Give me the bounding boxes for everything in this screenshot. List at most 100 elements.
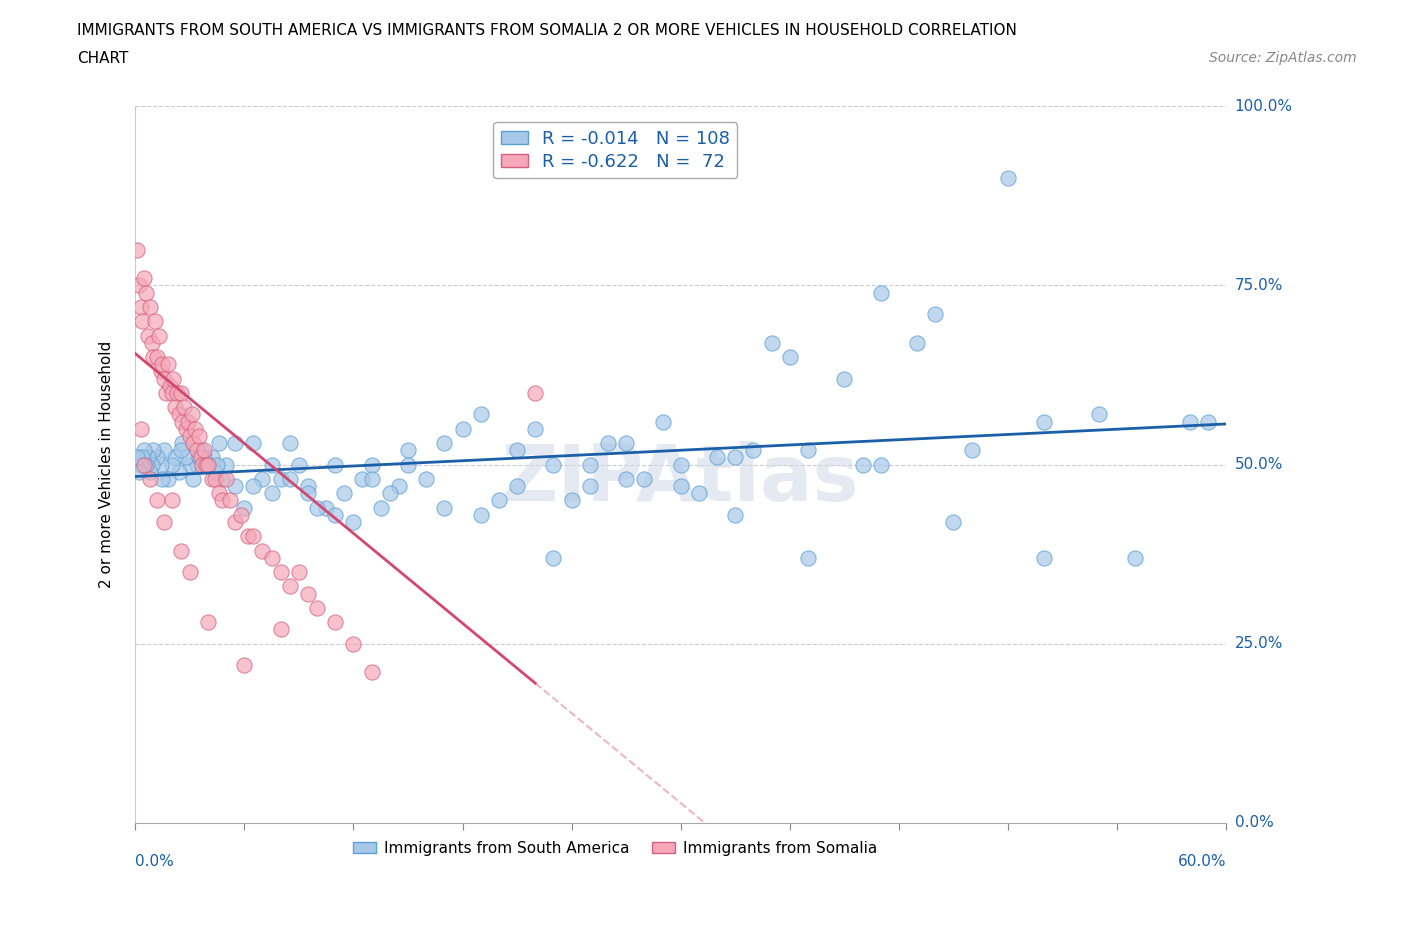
Point [156, 357, 179, 372]
Point [215, 472, 238, 486]
Point [724, 450, 747, 465]
Point [236, 529, 259, 544]
Point [187, 429, 209, 444]
Point [187, 450, 209, 465]
Point [135, 286, 157, 300]
Point [146, 450, 169, 465]
Point [134, 458, 156, 472]
Point [270, 472, 292, 486]
Point [323, 458, 346, 472]
Point [190, 443, 212, 458]
Point [211, 472, 233, 486]
Point [960, 443, 983, 458]
Point [779, 350, 801, 365]
Legend: Immigrants from South America, Immigrants from Somalia: Immigrants from South America, Immigrant… [347, 834, 883, 862]
Point [724, 507, 747, 522]
Point [669, 458, 692, 472]
Point [252, 543, 274, 558]
Point [761, 336, 783, 351]
Point [342, 636, 364, 651]
Point [315, 500, 337, 515]
Point [153, 443, 176, 458]
Point [270, 565, 292, 579]
Text: 60.0%: 60.0% [1178, 854, 1226, 869]
Point [388, 479, 411, 494]
Point [229, 507, 252, 522]
Point [184, 421, 207, 436]
Point [470, 407, 492, 422]
Point [252, 472, 274, 486]
Point [136, 328, 159, 343]
Point [278, 579, 301, 594]
Point [797, 551, 820, 565]
Text: CHART: CHART [77, 51, 129, 66]
Point [173, 400, 195, 415]
Point [205, 458, 228, 472]
Point [129, 421, 152, 436]
Point [233, 500, 256, 515]
Point [152, 357, 174, 372]
Point [166, 385, 188, 400]
Y-axis label: 2 or more Vehicles in Household: 2 or more Vehicles in Household [100, 341, 114, 588]
Point [305, 601, 328, 616]
Point [167, 464, 190, 479]
Point [200, 472, 222, 486]
Point [578, 458, 600, 472]
Point [905, 336, 928, 351]
Point [323, 615, 346, 630]
Point [297, 586, 319, 601]
Point [942, 514, 965, 529]
Point [851, 458, 873, 472]
Text: 100.0%: 100.0% [1234, 99, 1292, 113]
Point [169, 443, 191, 458]
Point [614, 472, 637, 486]
Point [141, 336, 163, 351]
Point [1033, 414, 1056, 429]
Point [288, 458, 311, 472]
Text: 0.0%: 0.0% [1234, 816, 1274, 830]
Point [195, 458, 218, 472]
Point [146, 350, 169, 365]
Point [160, 385, 183, 400]
Point [260, 458, 283, 472]
Point [360, 665, 382, 680]
Point [169, 385, 191, 400]
Point [1123, 551, 1146, 565]
Point [305, 500, 328, 515]
Point [614, 435, 637, 450]
Point [204, 472, 226, 486]
Point [669, 479, 692, 494]
Point [242, 435, 264, 450]
Point [215, 458, 238, 472]
Text: 75.0%: 75.0% [1234, 278, 1282, 293]
Point [242, 529, 264, 544]
Point [179, 458, 201, 472]
Point [180, 407, 202, 422]
Point [190, 450, 212, 465]
Point [470, 507, 492, 522]
Point [165, 400, 187, 415]
Text: IMMIGRANTS FROM SOUTH AMERICA VS IMMIGRANTS FROM SOMALIA 2 OR MORE VEHICLES IN H: IMMIGRANTS FROM SOUTH AMERICA VS IMMIGRA… [77, 23, 1017, 38]
Point [160, 458, 183, 472]
Point [333, 485, 356, 500]
Point [578, 479, 600, 494]
Point [146, 493, 169, 508]
Point [488, 493, 510, 508]
Point [297, 485, 319, 500]
Point [183, 472, 205, 486]
Point [233, 658, 256, 672]
Point [135, 458, 157, 472]
Point [200, 450, 222, 465]
Point [224, 479, 246, 494]
Point [197, 615, 219, 630]
Point [174, 450, 197, 465]
Point [183, 435, 205, 450]
Point [208, 435, 231, 450]
Point [506, 479, 529, 494]
Point [204, 464, 226, 479]
Point [415, 472, 437, 486]
Point [596, 435, 619, 450]
Point [186, 458, 208, 472]
Point [191, 458, 214, 472]
Point [179, 429, 201, 444]
